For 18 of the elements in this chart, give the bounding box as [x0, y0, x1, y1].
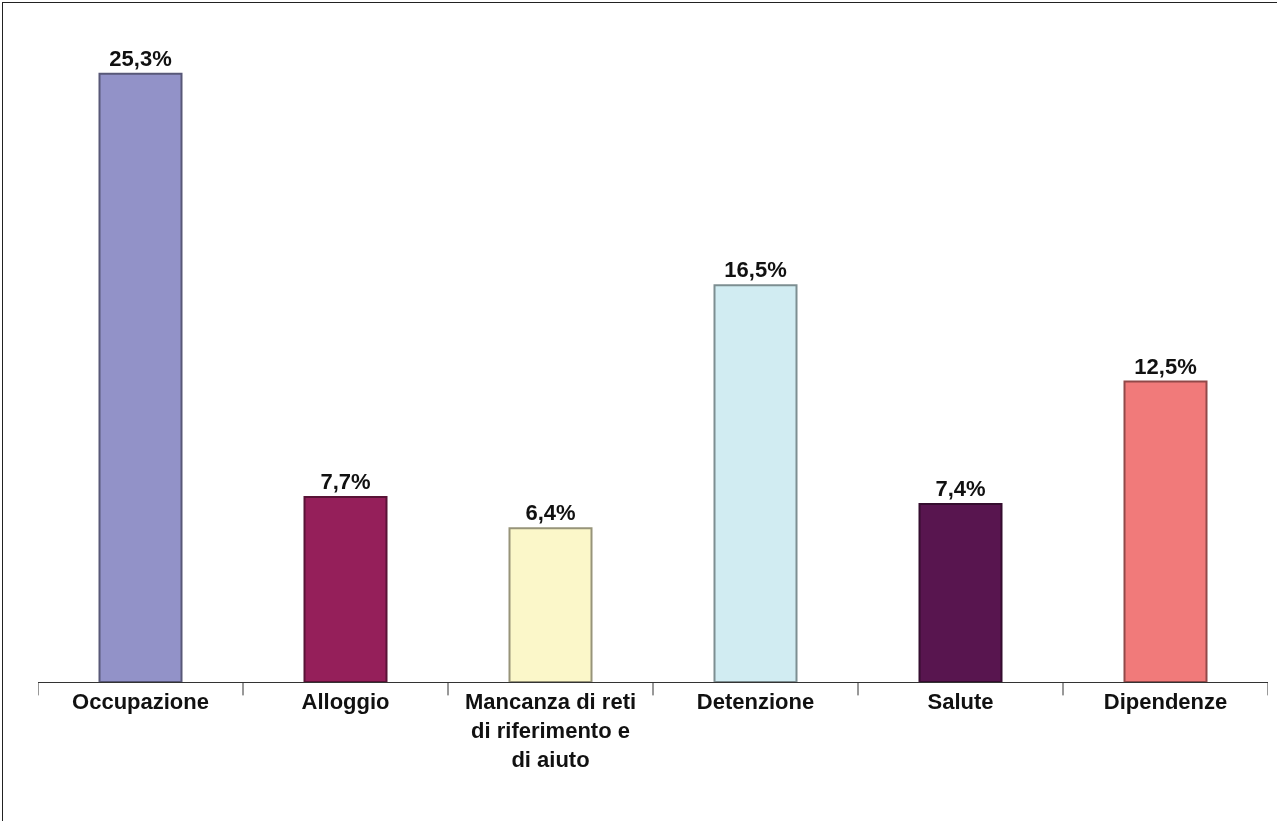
bar [1123, 380, 1208, 682]
data-label: 16,5% [724, 257, 787, 283]
x-tick-label: Mancanza di reti di riferimento e di aiuto [464, 689, 637, 772]
x-tick-label: Occupazione [72, 689, 209, 715]
data-label: 7,7% [320, 468, 371, 494]
data-label: 7,4% [935, 476, 986, 502]
x-tick-label: Alloggio [301, 689, 390, 715]
bar [508, 527, 593, 682]
x-tick-label: Salute [927, 689, 994, 715]
bar [713, 284, 798, 682]
bar [98, 72, 183, 682]
data-label: 25,3% [109, 45, 172, 71]
x-tick-label: Dipendenze [1103, 689, 1228, 715]
bar [303, 495, 388, 682]
bar [918, 503, 1003, 682]
data-label: 6,4% [525, 500, 576, 526]
data-label: 12,5% [1134, 353, 1197, 379]
x-tick-label: Detenzione [696, 689, 815, 715]
